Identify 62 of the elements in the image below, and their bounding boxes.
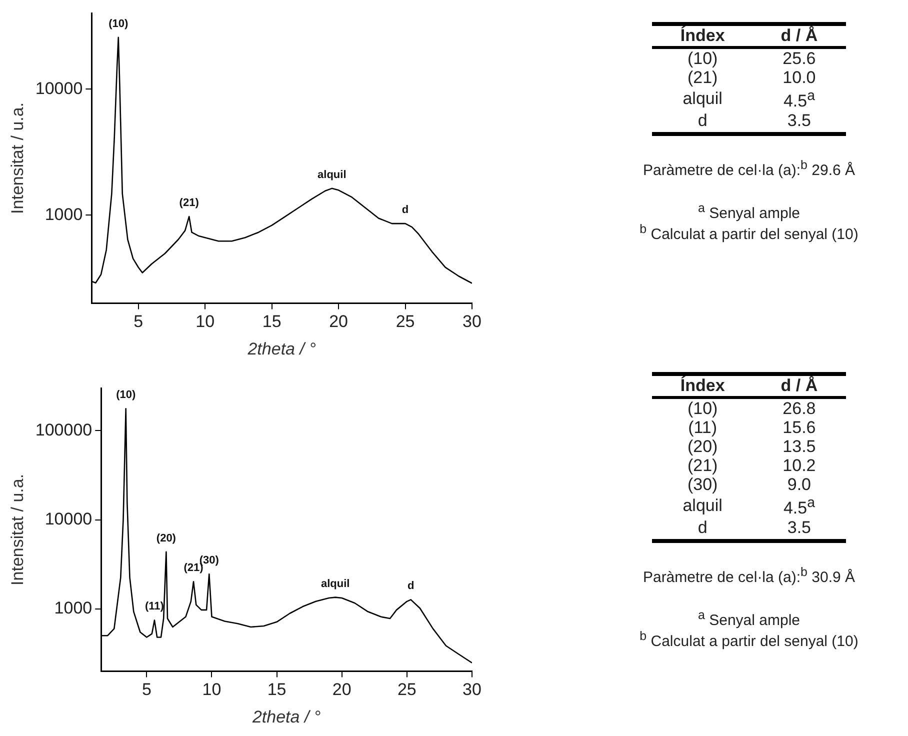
category-label: alquil (682, 495, 724, 518)
category-label: (21) (686, 68, 719, 87)
x-tick-label: 20 (329, 312, 348, 332)
category-label: (21) (686, 456, 719, 475)
annotation: alquil (318, 168, 346, 181)
text: 26.8 (782, 399, 816, 418)
text: 9.0 (787, 475, 812, 494)
x-axis-title: 2theta / ° (251, 708, 321, 727)
category-label: d (652, 110, 753, 134)
text: $^{b}$ Calculat a partir del senyal (10) (638, 628, 860, 650)
category-label: (30) (686, 475, 719, 494)
annotation: d (402, 204, 409, 216)
x-tick-label: 30 (462, 312, 482, 332)
x-tick-label: 15 (262, 312, 282, 332)
text: Paràmetre de cel·la (a):$^{b}$ 29.6 Å (642, 158, 856, 179)
text: 25.6 (782, 49, 816, 68)
x-tick-label: 25 (396, 312, 415, 332)
annotation: d (407, 580, 414, 592)
y-tick-label: 100000 (35, 420, 92, 440)
annotation: (21) (179, 197, 200, 210)
category-label: (10) (686, 48, 719, 68)
y-axis-title: Intensitat / u.a. (8, 474, 27, 586)
text: 10.0 (782, 68, 816, 87)
x-tick-label: 10 (202, 680, 222, 700)
category-label: d (652, 518, 753, 541)
text: Índex (652, 24, 753, 48)
annotation: (10) (116, 389, 136, 402)
text: $^{a}$ Senyal ample (696, 200, 801, 222)
x-tick-label: 25 (397, 680, 416, 700)
y-tick-label: 10000 (44, 510, 92, 529)
text: d / Å (752, 24, 846, 48)
y-axis-title: Intensitat / u.a. (8, 102, 27, 214)
x-axis-title: 2theta / ° (246, 340, 316, 359)
x-tick-label: 30 (462, 680, 482, 700)
text: 4.5$^{a}$ (783, 495, 815, 518)
x-tick-label: 10 (196, 312, 215, 332)
x-tick-label: 15 (267, 680, 286, 700)
y-tick-label: 1000 (44, 204, 83, 224)
text: Índex (652, 374, 753, 398)
annotation: (10) (108, 18, 128, 30)
category-label: (11) (687, 418, 718, 437)
y-tick-label: 10000 (35, 78, 83, 98)
text: 4.5$^{a}$ (783, 88, 815, 111)
text: $^{b}$ Calculat a partir del senyal (10) (638, 222, 860, 243)
text: 13.5 (782, 437, 816, 456)
text: d / Å (752, 374, 846, 398)
category-label: (20) (686, 437, 719, 456)
category-label: (10) (686, 398, 719, 418)
category-label: alquil (682, 88, 724, 110)
x-tick-label: 5 (142, 680, 152, 700)
annotation: (11) (144, 600, 164, 613)
annotation: alquil (320, 578, 350, 590)
text: Paràmetre de cel·la (a):$^{b}$ 30.9 Å (642, 564, 856, 586)
annotation: (20) (156, 532, 176, 544)
text: 3.5 (787, 518, 812, 537)
x-tick-label: 20 (332, 680, 352, 700)
text: 3.5 (787, 110, 812, 130)
x-tick-label: 5 (134, 312, 144, 332)
text: $^{a}$ Senyal ample (696, 608, 801, 629)
y-tick-label: 1000 (54, 598, 92, 618)
text: 15.6 (782, 418, 816, 437)
text: 10.2 (782, 456, 816, 475)
